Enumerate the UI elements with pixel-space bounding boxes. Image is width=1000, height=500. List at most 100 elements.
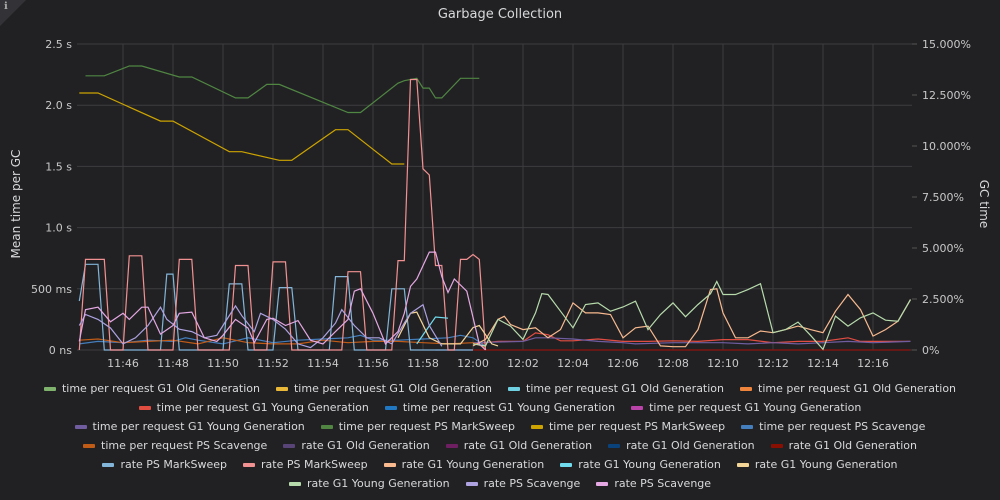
legend-item[interactable]: rate PS Scavenge bbox=[596, 474, 711, 493]
legend-item[interactable]: time per request G1 Young Generation bbox=[631, 398, 861, 417]
legend-swatch bbox=[243, 462, 256, 467]
x-tick-label: 12:12 bbox=[757, 357, 789, 370]
x-tick-label: 11:50 bbox=[207, 357, 239, 370]
legend-label: time per request PS MarkSweep bbox=[338, 420, 515, 433]
legend-item[interactable]: rate G1 Young Generation bbox=[383, 455, 545, 474]
legend-item[interactable]: time per request G1 Old Generation bbox=[275, 379, 492, 398]
legend-label: rate G1 Old Generation bbox=[301, 439, 430, 452]
legend-label: rate G1 Young Generation bbox=[401, 458, 545, 471]
series-line-9 bbox=[79, 92, 405, 165]
panel-title[interactable]: Garbage Collection bbox=[437, 7, 563, 22]
legend-label: time per request G1 Old Generation bbox=[526, 382, 725, 395]
y2-tick-label: 5.000% bbox=[922, 242, 964, 255]
legend-swatch bbox=[43, 386, 56, 391]
legend-label: time per request G1 Young Generation bbox=[92, 420, 305, 433]
y-tick-label: 2.5 s bbox=[45, 38, 72, 51]
legend-label: rate G1 Old Generation bbox=[788, 439, 917, 452]
legend-swatch bbox=[596, 481, 609, 486]
legend-item[interactable]: rate PS Scavenge bbox=[465, 474, 580, 493]
y2-tick-label: 7.500% bbox=[922, 191, 964, 204]
x-tick-label: 12:02 bbox=[507, 357, 539, 370]
legend-item[interactable]: rate G1 Young Generation bbox=[560, 455, 721, 474]
legend-swatch bbox=[320, 424, 333, 429]
y-tick-label: 500 ms bbox=[31, 283, 72, 296]
y2-tick-label: 10.000% bbox=[922, 140, 971, 153]
y-axis-label: Mean time per GC bbox=[9, 150, 23, 259]
legend-label: time per request G1 Old Generation bbox=[758, 382, 957, 395]
legend-swatch bbox=[508, 386, 520, 391]
chart: 0 ns 500 ms 1.0 s 1.5 s 2.0 s 2.5 s 0% 2.500% 5.… bbox=[9, 38, 991, 370]
legend-swatch bbox=[83, 443, 95, 448]
legend-swatch bbox=[741, 424, 754, 429]
legend-item[interactable]: rate G1 Old Generation bbox=[770, 436, 917, 455]
legend-swatch bbox=[465, 481, 478, 486]
legend-item[interactable]: time per request PS Scavenge bbox=[83, 436, 267, 455]
legend-item[interactable]: time per request PS MarkSweep bbox=[530, 417, 726, 436]
legend-item[interactable]: time per request G1 Old Generation bbox=[740, 379, 956, 398]
series-line-16 bbox=[78, 263, 473, 351]
legend-item[interactable]: time per request G1 Young Generation bbox=[384, 398, 616, 417]
legend-label: rate G1 Young Generation bbox=[754, 458, 898, 471]
legend-item[interactable]: rate G1 Young Generation bbox=[288, 474, 450, 493]
legend-label: time per request PS Scavenge bbox=[101, 439, 268, 452]
panel-corner bbox=[0, 0, 26, 26]
legend-swatch bbox=[74, 424, 87, 429]
y-tick-label: 1.5 s bbox=[45, 160, 72, 173]
series-line-8 bbox=[85, 65, 480, 114]
legend-item[interactable]: rate G1 Old Generation bbox=[608, 436, 755, 455]
series-line-20 bbox=[397, 311, 499, 347]
legend-label: rate G1 Old Generation bbox=[463, 439, 593, 452]
legend-item[interactable]: time per request PS Scavenge bbox=[741, 417, 925, 436]
y-tick-label: 2.0 s bbox=[45, 99, 72, 112]
series-line-7 bbox=[472, 337, 911, 345]
legend-label: rate PS Scavenge bbox=[614, 477, 712, 490]
y2-tick-label: 15.000% bbox=[922, 38, 971, 51]
x-tick-label: 12:06 bbox=[607, 357, 639, 370]
series-line-4 bbox=[472, 332, 911, 345]
series-line-22 bbox=[78, 303, 443, 349]
series-line-21 bbox=[472, 280, 912, 351]
legend-item[interactable]: time per request PS MarkSweep bbox=[320, 417, 515, 436]
legend-swatch bbox=[740, 386, 753, 391]
legend-swatch bbox=[560, 462, 573, 467]
legend-label: time per request G1 Young Generation bbox=[156, 401, 369, 414]
legend-label: time per request G1 Young Generation bbox=[402, 401, 616, 414]
legend-swatch bbox=[530, 424, 543, 429]
legend-swatch bbox=[283, 443, 296, 448]
legend-swatch bbox=[383, 462, 396, 467]
x-tick-label: 12:10 bbox=[707, 357, 739, 370]
legend-swatch bbox=[445, 443, 458, 448]
legend-label: rate PS MarkSweep bbox=[261, 458, 368, 471]
legend-item[interactable]: time per request G1 Young Generation bbox=[74, 417, 305, 436]
y2-tick-label: 0% bbox=[922, 344, 939, 357]
legend-item[interactable]: rate PS MarkSweep bbox=[102, 455, 227, 474]
series-line-10 bbox=[79, 334, 486, 347]
info-icon[interactable]: ℹ bbox=[4, 1, 8, 12]
legend-item[interactable]: time per request G1 Old Generation bbox=[43, 379, 260, 398]
legend: time per request G1 Old Generation time p… bbox=[10, 379, 990, 493]
legend-swatch bbox=[288, 481, 301, 486]
legend-swatch bbox=[138, 405, 151, 410]
x-tick-label: 12:00 bbox=[457, 357, 489, 370]
legend-item[interactable]: time per request G1 Old Generation bbox=[508, 379, 724, 398]
legend-label: rate G1 Young Generation bbox=[306, 477, 450, 490]
legend-swatch bbox=[631, 405, 644, 410]
legend-swatch bbox=[770, 443, 783, 448]
series-line-18 bbox=[472, 288, 912, 348]
legend-item[interactable]: time per request G1 Young Generation bbox=[138, 398, 369, 417]
legend-item[interactable]: rate G1 Young Generation bbox=[736, 455, 898, 474]
series-line-17 bbox=[78, 78, 487, 351]
legend-label: rate G1 Old Generation bbox=[626, 439, 755, 452]
series-line-11 bbox=[79, 337, 486, 349]
y2-tick-label: 2.500% bbox=[922, 293, 964, 306]
legend-item[interactable]: rate G1 Old Generation bbox=[445, 436, 593, 455]
x-tick-label: 11:58 bbox=[407, 357, 439, 370]
legend-swatch bbox=[736, 462, 749, 467]
legend-label: time per request G1 Young Generation bbox=[649, 401, 862, 414]
series-line-19 bbox=[416, 316, 449, 345]
legend-swatch bbox=[102, 462, 115, 467]
legend-label: time per request PS MarkSweep bbox=[548, 420, 726, 433]
legend-item[interactable]: rate PS MarkSweep bbox=[243, 455, 368, 474]
legend-label: rate PS MarkSweep bbox=[120, 458, 228, 471]
legend-item[interactable]: rate G1 Old Generation bbox=[283, 436, 430, 455]
